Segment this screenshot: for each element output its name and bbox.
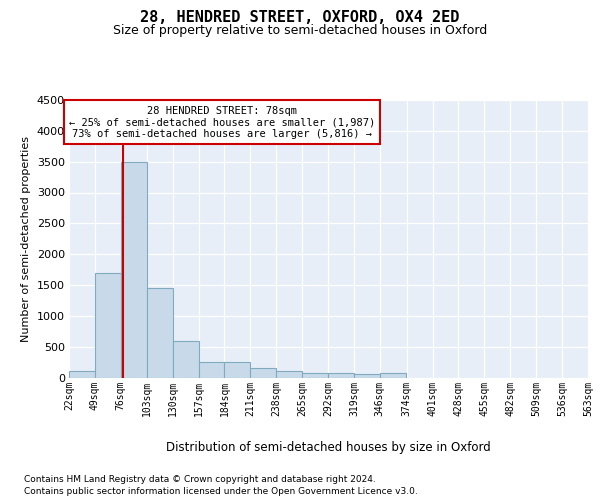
- Text: Contains HM Land Registry data © Crown copyright and database right 2024.: Contains HM Land Registry data © Crown c…: [24, 476, 376, 484]
- Bar: [354, 374, 380, 378]
- Bar: [328, 373, 354, 378]
- Bar: [147, 288, 173, 378]
- Bar: [173, 340, 199, 378]
- Bar: [276, 372, 302, 378]
- Text: Contains public sector information licensed under the Open Government Licence v3: Contains public sector information licen…: [24, 486, 418, 496]
- Bar: [121, 162, 147, 378]
- Bar: [380, 373, 406, 378]
- Y-axis label: Number of semi-detached properties: Number of semi-detached properties: [21, 136, 31, 342]
- Text: Distribution of semi-detached houses by size in Oxford: Distribution of semi-detached houses by …: [166, 441, 491, 454]
- Text: 28, HENDRED STREET, OXFORD, OX4 2ED: 28, HENDRED STREET, OXFORD, OX4 2ED: [140, 10, 460, 25]
- Text: 28 HENDRED STREET: 78sqm
← 25% of semi-detached houses are smaller (1,987)
73% o: 28 HENDRED STREET: 78sqm ← 25% of semi-d…: [69, 106, 375, 138]
- Bar: [302, 373, 328, 378]
- Bar: [224, 362, 250, 378]
- Bar: [250, 368, 276, 378]
- Text: Size of property relative to semi-detached houses in Oxford: Size of property relative to semi-detach…: [113, 24, 487, 37]
- Bar: [199, 362, 224, 378]
- Bar: [69, 372, 95, 378]
- Bar: [95, 272, 121, 378]
